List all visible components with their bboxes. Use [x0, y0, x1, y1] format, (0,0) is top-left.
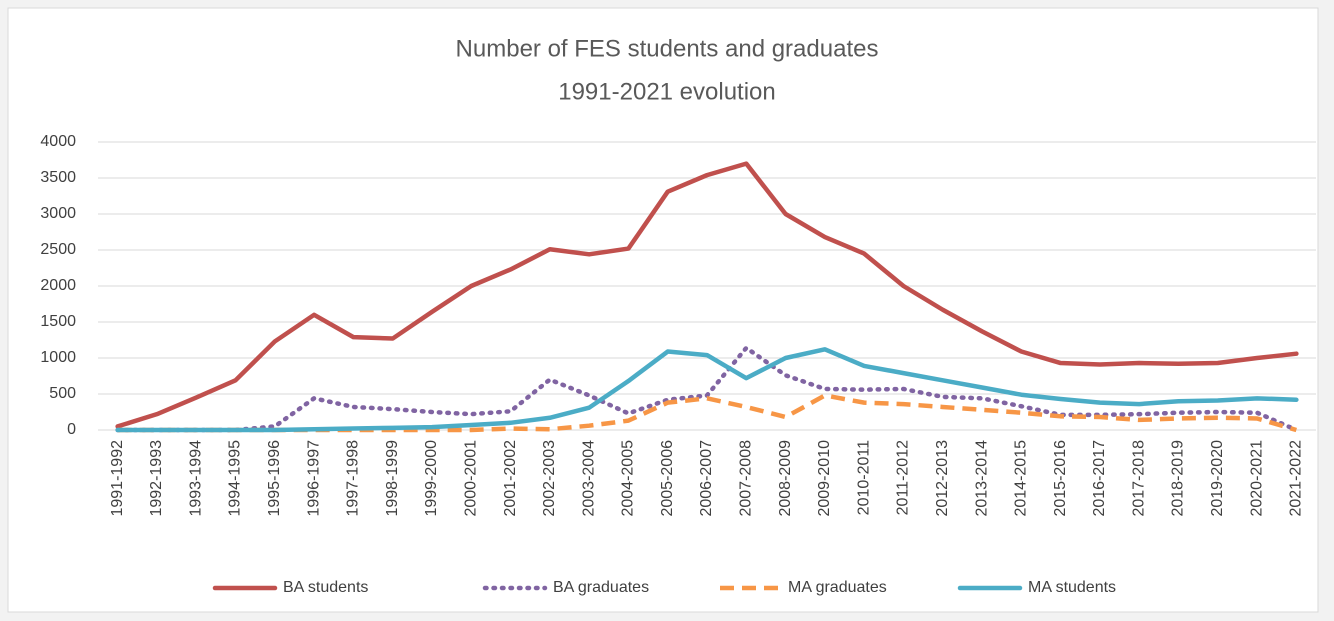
- x-tick-label: 1991-1992: [109, 440, 126, 517]
- x-tick-label: 2014-2015: [1013, 440, 1030, 517]
- y-tick-label: 3500: [40, 169, 76, 186]
- x-tick-label: 2019-2020: [1209, 440, 1226, 517]
- x-tick-label: 2009-2010: [816, 440, 833, 517]
- x-tick-label: 2015-2016: [1052, 440, 1069, 517]
- legend-label: MA students: [1028, 579, 1116, 596]
- x-tick-label: 2008-2009: [777, 440, 794, 517]
- x-tick-label: 1994-1995: [227, 440, 244, 517]
- x-tick-label: 2021-2022: [1288, 440, 1305, 517]
- x-tick-label: 2001-2002: [502, 440, 519, 517]
- x-tick-label: 1996-1997: [305, 440, 322, 517]
- x-tick-label: 2017-2018: [1130, 440, 1147, 517]
- legend-label: BA students: [283, 579, 368, 596]
- x-tick-label: 2000-2001: [462, 440, 479, 517]
- x-tick-label: 2003-2004: [580, 440, 597, 517]
- series-line: [115, 347, 1299, 433]
- series-line: [115, 345, 1299, 433]
- y-tick-label: 500: [49, 385, 76, 402]
- series-line: [115, 161, 1299, 429]
- x-tick-label: 2002-2003: [541, 440, 558, 517]
- x-tick-label: 2010-2011: [855, 440, 872, 515]
- x-tick-label: 2007-2008: [738, 440, 755, 517]
- y-tick-label: 1500: [40, 313, 76, 330]
- x-tick-label: 1992-1993: [148, 440, 165, 517]
- x-tick-label: 2016-2017: [1091, 440, 1108, 517]
- x-tick-label: 2005-2006: [659, 440, 676, 517]
- x-tick-label: 1998-1999: [384, 440, 401, 517]
- x-tick-label: 2018-2019: [1170, 440, 1187, 517]
- y-tick-label: 4000: [40, 133, 76, 150]
- x-tick-label: 2013-2014: [973, 440, 990, 517]
- chart-subtitle: 1991-2021 evolution: [558, 78, 776, 105]
- series-line: [117, 393, 1297, 433]
- x-tick-label: 1999-2000: [423, 440, 440, 517]
- x-tick-label: 2020-2021: [1248, 440, 1265, 517]
- chart-title: Number of FES students and graduates: [456, 35, 879, 62]
- x-tick-label: 1997-1998: [345, 440, 362, 517]
- y-tick-label: 2000: [40, 277, 76, 294]
- chart-area: [7, 7, 1319, 613]
- x-tick-label: 2011-2012: [895, 440, 912, 515]
- x-tick-label: 1993-1994: [187, 440, 204, 517]
- y-tick-label: 2500: [40, 241, 76, 258]
- legend-label: BA graduates: [553, 579, 649, 596]
- y-tick-label: 3000: [40, 205, 76, 222]
- x-tick-label: 2004-2005: [620, 440, 637, 517]
- x-tick-label: 2012-2013: [934, 440, 951, 517]
- y-tick-label: 1000: [40, 349, 76, 366]
- legend-label: MA graduates: [788, 579, 887, 596]
- x-tick-label: 2006-2007: [698, 440, 715, 517]
- x-tick-label: 1995-1996: [266, 440, 283, 517]
- y-tick-label: 0: [67, 421, 76, 438]
